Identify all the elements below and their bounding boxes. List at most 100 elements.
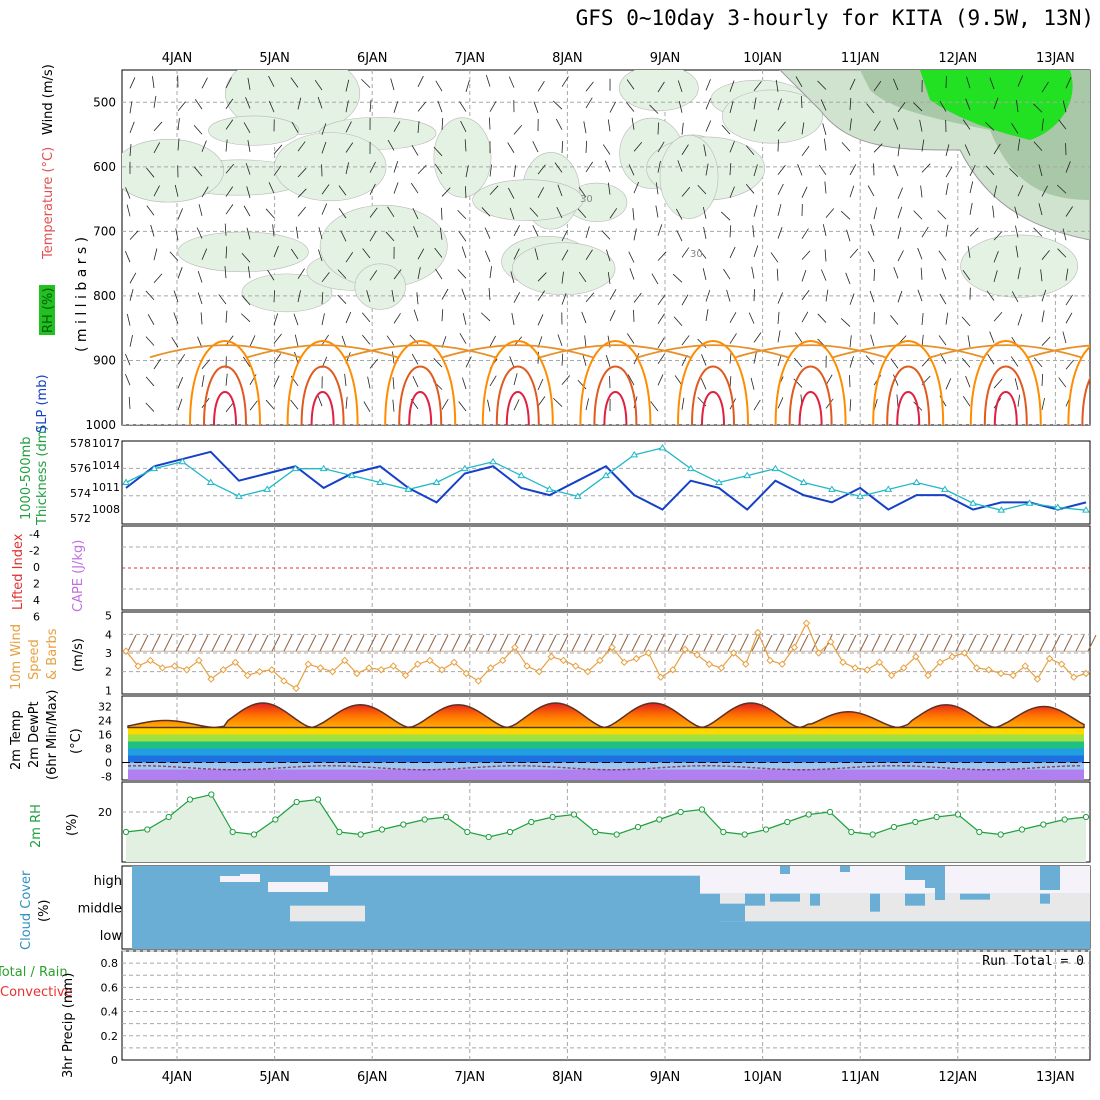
thickness-marker <box>1025 499 1034 506</box>
date-label-bottom: 7JAN <box>455 1070 486 1085</box>
li-axis-label: Lifted Index <box>11 533 26 610</box>
wind-barb <box>485 74 491 87</box>
warm-loop <box>896 391 921 425</box>
wind-barb <box>583 121 587 134</box>
wind-barb <box>913 210 923 220</box>
thickness-tick: 578 <box>70 437 91 450</box>
date-label-bottom: 12JAN <box>938 1070 977 1085</box>
wind-barb <box>369 230 377 242</box>
cloud-high-clear <box>700 866 1090 894</box>
thickness-marker <box>827 485 836 492</box>
run-total: Run Total = 0 <box>982 954 1084 969</box>
wind-tick: 1 <box>105 684 112 697</box>
wind-barb <box>793 357 803 368</box>
wind-barb <box>1033 103 1043 113</box>
wind-barb <box>896 394 899 407</box>
rh-marker <box>506 828 514 836</box>
precip-convective-label: Convective <box>0 985 73 1000</box>
rh-marker <box>293 798 300 806</box>
wind-barb <box>681 294 689 306</box>
slp-label: SLP (mb) <box>35 374 50 433</box>
rh-marker <box>933 813 940 821</box>
warm-loop <box>993 391 1018 425</box>
warm-loop <box>677 340 749 425</box>
wind-barb <box>939 100 947 112</box>
rh-patch <box>177 231 309 273</box>
wind-barb <box>317 96 323 109</box>
precip-tick: 0.2 <box>101 1030 119 1043</box>
wind-speed-marker <box>1033 675 1042 683</box>
wind-barb <box>197 292 203 305</box>
wind-barb <box>729 80 735 93</box>
precip-tick: 0.6 <box>101 981 119 994</box>
rh-marker <box>144 826 151 833</box>
wind-barb-10m <box>979 634 989 652</box>
wind-barb <box>561 375 571 385</box>
wind-barb <box>657 160 661 173</box>
wind-barb <box>1041 289 1047 302</box>
wind-barb <box>965 98 971 111</box>
wind-barb <box>272 224 275 237</box>
wind-barb <box>537 272 547 282</box>
wind-barb <box>369 358 378 369</box>
wind-barb <box>224 266 227 279</box>
wind-barb <box>657 374 664 386</box>
wind-barb <box>126 204 131 217</box>
wind-barb <box>753 399 761 411</box>
rh-marker <box>613 831 620 838</box>
wind-barb <box>417 101 426 112</box>
thickness-marker <box>997 506 1006 513</box>
pressure-tick: 700 <box>93 224 116 238</box>
wind-barb <box>657 294 666 306</box>
wind-barb <box>249 400 258 411</box>
wind-barb <box>845 272 851 285</box>
thickness-marker <box>291 464 300 472</box>
wind-barb <box>201 248 208 260</box>
wind-barb <box>921 163 931 173</box>
wind-barb <box>1041 310 1045 323</box>
wind-barb <box>797 164 803 176</box>
thickness-marker <box>347 471 356 479</box>
wind-barb <box>273 144 283 155</box>
wind-barb <box>989 77 995 90</box>
wind-barb <box>992 205 995 218</box>
wind-barb <box>801 270 807 282</box>
wind-barb <box>129 334 133 347</box>
wind-barb <box>1065 268 1069 281</box>
wind-speed-marker <box>802 619 811 627</box>
wind-barb <box>537 81 545 92</box>
wind-barb <box>993 251 999 263</box>
wind-barb-10m <box>247 634 257 652</box>
wind-barb <box>604 160 611 172</box>
temp-band <box>128 769 1084 780</box>
rh-tick: 20 <box>98 806 112 819</box>
rh-marker <box>1018 826 1026 833</box>
wind-barb <box>917 289 923 302</box>
date-label-top: 13JAN <box>1036 51 1075 66</box>
wind-barb <box>513 165 517 178</box>
wind-barb <box>145 376 155 387</box>
date-label-top: 12JAN <box>938 51 977 66</box>
upper-air-axis-label: RH (%) Temperature (°C) Wind (m/s) <box>39 64 56 335</box>
wind-barb <box>703 144 707 157</box>
wind-barb-10m <box>427 634 437 652</box>
rh-patch <box>354 263 406 310</box>
rh-marker <box>165 813 172 821</box>
thickness-label-1: 1000-500mb <box>19 436 34 520</box>
wind-barb-10m <box>619 634 629 652</box>
wind-barb <box>177 118 180 131</box>
wind-barb <box>173 312 179 324</box>
wind-barb <box>777 121 786 132</box>
wind-barb <box>361 312 371 323</box>
cloud-high-clear <box>240 874 260 882</box>
wind-barb-10m <box>211 634 221 652</box>
wind-barb <box>633 181 640 194</box>
wind-barb <box>849 97 852 110</box>
wind-barb <box>1041 397 1045 410</box>
wind-barb <box>290 399 299 410</box>
wind-barb <box>175 228 179 241</box>
rh-marker <box>677 808 684 816</box>
wind-speed-marker <box>924 671 932 680</box>
wind-tick: 5 <box>105 610 112 623</box>
wind-barb <box>529 207 539 217</box>
